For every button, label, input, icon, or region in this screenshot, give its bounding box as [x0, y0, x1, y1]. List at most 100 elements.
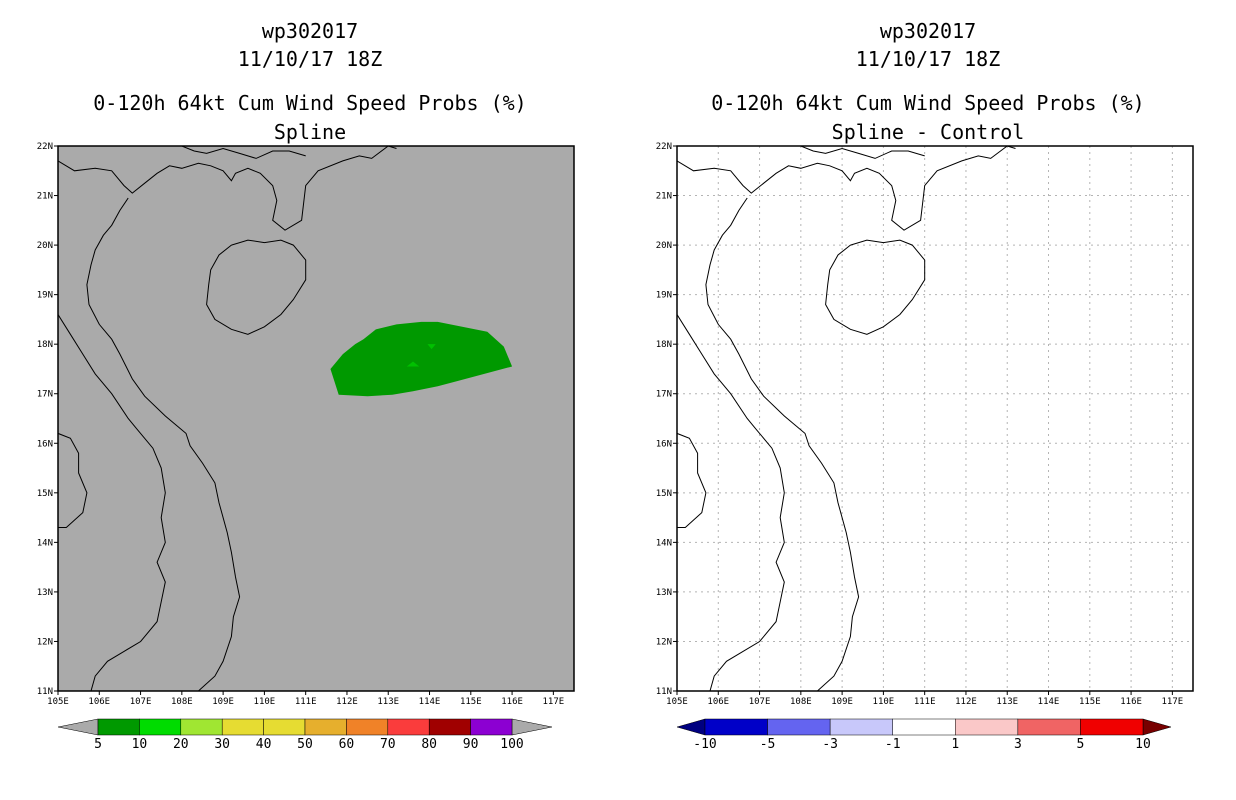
y-tick-label: 13N — [37, 588, 53, 598]
colorbar-label: -3 — [822, 737, 838, 752]
x-tick-label: 115E — [460, 697, 482, 707]
y-tick-label: 11N — [37, 687, 53, 697]
x-tick-label: 105E — [47, 697, 69, 707]
x-tick-label: 106E — [707, 697, 729, 707]
storm-id: wp302017 — [262, 19, 358, 43]
map-background — [677, 146, 1193, 691]
map-background — [58, 146, 574, 691]
map-frame — [676, 145, 1194, 692]
y-tick-label: 22N — [37, 142, 53, 152]
colorbar-swatch — [470, 718, 513, 736]
coastline — [705, 197, 860, 691]
colorbar-swatch — [955, 718, 1019, 736]
x-tick-label: 111E — [295, 697, 317, 707]
x-tick-label: 107E — [130, 697, 152, 707]
colorbar-swatch — [180, 718, 223, 736]
colorbar-label: -10 — [693, 737, 716, 752]
colorbar-swatch — [387, 718, 430, 736]
colorbar-swatch — [767, 718, 831, 736]
colorbar-right-triangle — [1142, 718, 1172, 736]
x-tick-label: 117E — [543, 697, 565, 707]
colorbar-label: 1 — [951, 737, 959, 752]
x-tick-label: 110E — [873, 697, 895, 707]
x-tick-label: 109E — [212, 697, 234, 707]
colorbar-swatch — [304, 718, 347, 736]
colorbar-left-triangle — [57, 718, 99, 736]
chart-title: 0-120h 64kt Cum Wind Speed Probs (%) — [711, 91, 1144, 115]
colorbar-label: 100 — [500, 737, 523, 752]
coastline — [181, 146, 306, 159]
y-tick-label: 16N — [656, 439, 672, 449]
x-tick-label: 113E — [377, 697, 399, 707]
colorbar-label: 60 — [339, 737, 355, 752]
y-tick-label: 12N — [37, 637, 53, 647]
y-tick-label: 20N — [37, 241, 53, 251]
y-tick-label: 12N — [656, 637, 672, 647]
coastline — [58, 314, 166, 691]
y-tick-label: 21N — [37, 192, 53, 202]
coastline-group — [58, 146, 397, 691]
y-tick-label: 15N — [37, 489, 53, 499]
coastline — [58, 432, 88, 528]
y-tick-label: 18N — [37, 340, 53, 350]
x-tick-label: 106E — [88, 697, 110, 707]
probability-area-5-10 — [330, 321, 513, 397]
probability-marker — [406, 361, 420, 367]
coastline — [800, 146, 925, 159]
colorbar-swatch — [1017, 718, 1081, 736]
colorbar-right-triangle — [511, 718, 553, 736]
left-panel: wp302017 11/10/17 18Z 0-120h 64kt Cum Wind… — [37, 19, 575, 752]
x-tick-label: 110E — [254, 697, 276, 707]
colorbar-label: 3 — [1014, 737, 1022, 752]
colorbar-label: 10 — [1135, 737, 1151, 752]
colorbar-swatch — [221, 718, 264, 736]
colorbar-label: 80 — [421, 737, 437, 752]
y-tick-label: 14N — [37, 538, 53, 548]
colorbar-label: -5 — [760, 737, 776, 752]
y-tick-label: 21N — [656, 192, 672, 202]
y-tick-label: 20N — [656, 241, 672, 251]
x-tick-label: 113E — [996, 697, 1018, 707]
y-tick-label: 15N — [656, 489, 672, 499]
coastline-group — [677, 146, 1016, 691]
colorbar-swatch — [346, 718, 389, 736]
colorbar-label: 10 — [132, 737, 148, 752]
probability-marker — [427, 344, 436, 350]
colorbar-label: 90 — [463, 737, 479, 752]
coastline — [677, 146, 1016, 231]
y-tick-label: 22N — [656, 142, 672, 152]
colorbar-label: 50 — [297, 737, 313, 752]
coastline — [825, 239, 926, 335]
x-tick-label: 114E — [419, 697, 441, 707]
map-frame — [57, 145, 575, 692]
colorbar-swatch — [892, 718, 956, 736]
storm-id: wp302017 — [880, 19, 976, 43]
x-tick-label: 109E — [831, 697, 853, 707]
y-tick-label: 17N — [37, 390, 53, 400]
chart-subtitle: Spline - Control — [832, 120, 1025, 144]
y-tick-label: 14N — [656, 538, 672, 548]
colorbar-left-triangle — [676, 718, 706, 736]
x-tick-label: 105E — [666, 697, 688, 707]
coastline — [677, 432, 707, 528]
coastline — [58, 146, 397, 231]
colorbar-swatch — [97, 718, 140, 736]
colorbar-swatch — [139, 718, 182, 736]
colorbar-swatch — [1080, 718, 1144, 736]
colorbar-label: 40 — [256, 737, 272, 752]
forecast-time: 11/10/17 18Z — [238, 47, 383, 71]
colorbar-label: 5 — [94, 737, 102, 752]
coastline — [677, 314, 785, 691]
x-tick-label: 108E — [171, 697, 193, 707]
x-tick-label: 115E — [1079, 697, 1101, 707]
colorbar-swatch — [263, 718, 306, 736]
y-tick-label: 18N — [656, 340, 672, 350]
y-tick-label: 17N — [656, 390, 672, 400]
colorbar-label: 20 — [173, 737, 189, 752]
colorbar-label: -1 — [885, 737, 901, 752]
x-tick-label: 116E — [501, 697, 523, 707]
chart-title: 0-120h 64kt Cum Wind Speed Probs (%) — [93, 91, 526, 115]
x-tick-label: 108E — [790, 697, 812, 707]
forecast-time: 11/10/17 18Z — [856, 47, 1001, 71]
